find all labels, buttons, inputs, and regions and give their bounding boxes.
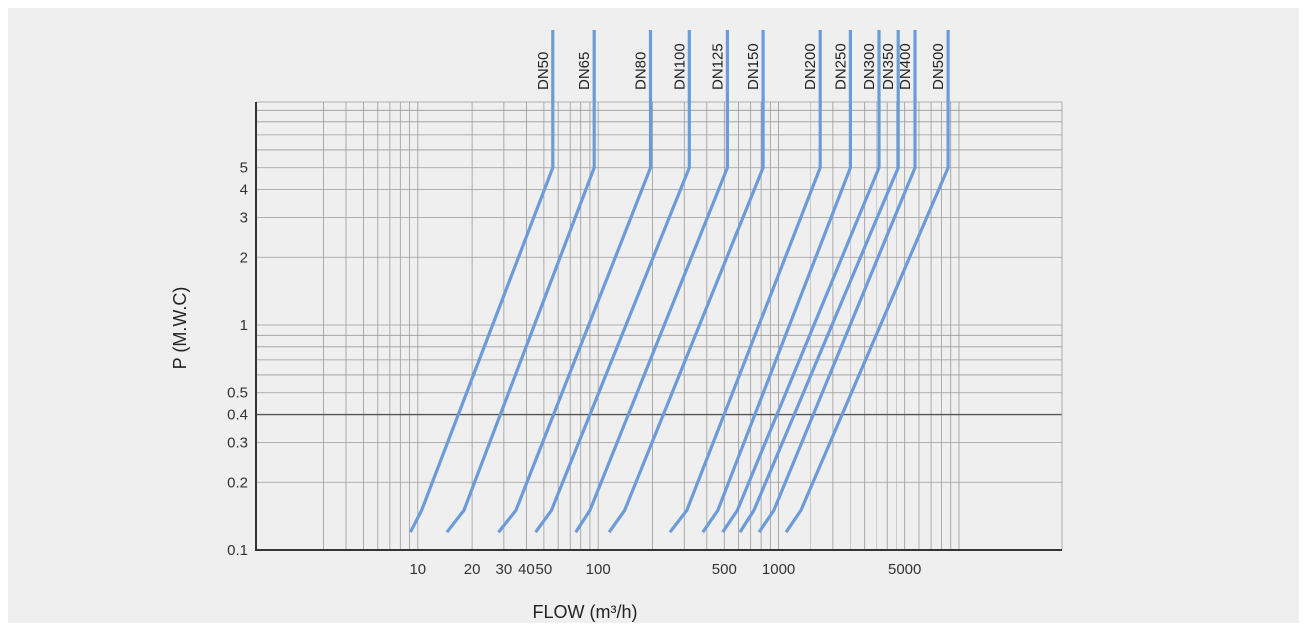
y-tick-label: 0.2 [227,474,248,491]
series-line-dn500 [784,30,950,534]
y-tick-labels: 0.1 0.2 0.3 0.4 0.5 1 2 3 4 5 [227,160,248,559]
series-label-dn250: DN250 [832,43,849,90]
y-tick-label: 0.5 [227,385,248,402]
axes-layer [255,102,1062,551]
y-tick-label: 2 [240,249,248,266]
series-label-dn150: DN150 [745,43,762,90]
series-label-dn65: DN65 [576,52,593,90]
y-tick-label: 4 [240,182,248,199]
series-label-dn100: DN100 [671,43,688,90]
x-tick-label: 50 [536,561,553,578]
x-tick-label: 20 [464,561,481,578]
series-line-dn350 [738,30,900,534]
x-tick-label: 500 [712,561,737,578]
series-line-dn250 [701,30,853,534]
x-tick-label: 40 [518,561,535,578]
grid-layer [256,101,1063,550]
y-tick-label: 0.1 [227,542,248,559]
x-tick-label: 10 [409,561,426,578]
series-label-dn400: DN400 [897,43,914,90]
series-label-dn125: DN125 [709,43,726,90]
x-tick-label: 5000 [888,561,921,578]
series-label-dn300: DN300 [861,43,878,90]
series-line-dn80 [497,30,653,534]
y-tick-label: 0.4 [227,407,248,424]
series-line-dn50 [408,30,555,533]
y-tick-label: 3 [240,210,248,227]
series-labels: DN50 DN65 DN80 DN100 DN125 DN150 DN200 DN250 DN3… [535,43,947,90]
x-tick-labels: 10 20 30 40 50 100 500 1000 5000 [409,561,921,578]
series-line-dn65 [445,30,596,534]
y-tick-label: 1 [240,317,248,334]
series-label-dn50: DN50 [535,52,552,90]
x-tick-label: 30 [496,561,513,578]
chart-background: 10 20 30 40 50 100 500 1000 5000 0.1 0.2 0.3 0.4 0.5… [8,8,1299,623]
series-label-dn200: DN200 [802,43,819,90]
x-axis-title: FLOW (m³/h) [533,602,638,622]
series-line-dn125 [574,30,730,534]
series-line-dn200 [668,30,822,534]
series-label-dn80: DN80 [633,52,650,90]
x-tick-label: 1000 [762,561,795,578]
y-tick-label: 0.3 [227,435,248,452]
series-line-dn100 [534,30,691,534]
y-tick-label: 5 [240,160,248,177]
pressure-flow-chart: 10 20 30 40 50 100 500 1000 5000 0.1 0.2 0.3 0.4 0.5… [170,30,1063,622]
series-label-dn350: DN350 [880,43,897,90]
series-line-dn400 [757,30,917,534]
y-axis-title: P (M.W.C) [170,287,190,370]
series-line-dn300 [721,30,881,534]
series-line-dn150 [607,30,765,534]
series-layer [408,30,950,534]
series-label-dn500: DN500 [930,43,947,90]
x-tick-label: 100 [586,561,611,578]
